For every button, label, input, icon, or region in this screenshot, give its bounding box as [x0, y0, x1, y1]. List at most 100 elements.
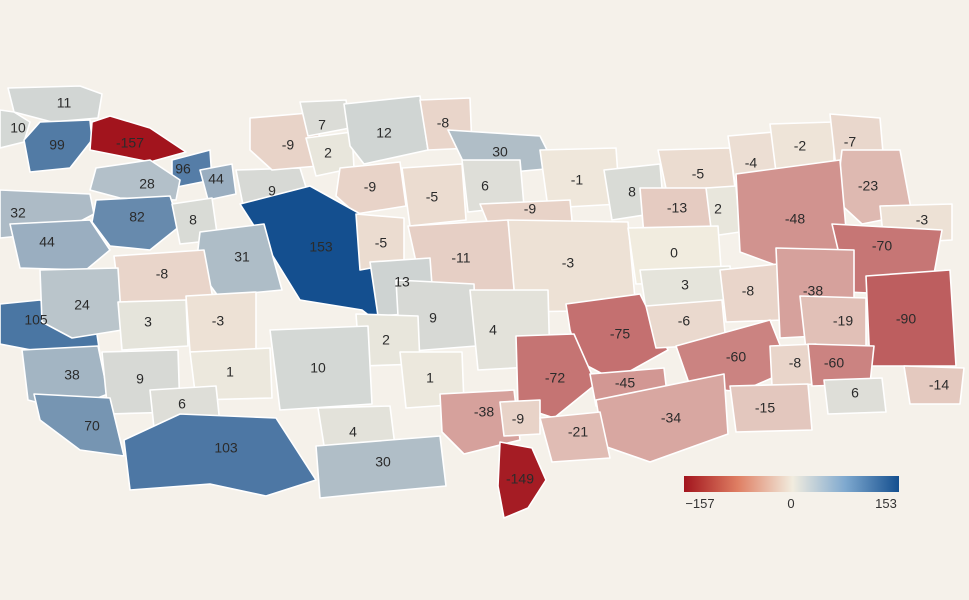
province-region: [515, 333, 597, 419]
province-region: [33, 393, 125, 457]
province-value-label: 4: [489, 322, 497, 338]
province-value-label: -8: [789, 355, 802, 371]
province-value-label: -3: [562, 255, 575, 271]
province-value-label: -5: [692, 166, 705, 182]
province-value-label: -38: [474, 404, 494, 420]
province-value-label: 1: [226, 364, 234, 380]
province-value-label: 82: [129, 209, 145, 225]
province-value-label: 6: [851, 385, 859, 401]
province-value-label: 6: [178, 396, 186, 412]
province-value-label: -2: [794, 138, 807, 154]
province-value-label: -9: [524, 201, 537, 217]
province-value-label: -8: [437, 115, 450, 131]
province-value-label: -21: [568, 424, 588, 440]
province-value-label: -19: [833, 313, 853, 329]
legend-color-bar: [684, 476, 899, 492]
province-value-label: -23: [858, 178, 878, 194]
province-value-label: 105: [24, 312, 48, 328]
province-value-label: 96: [175, 161, 191, 177]
province-value-label: -90: [896, 311, 916, 327]
province-value-label: -34: [661, 410, 681, 426]
province-value-label: -14: [929, 377, 949, 393]
province-value-label: 32: [10, 205, 26, 221]
province-value-label: -3: [212, 313, 225, 329]
province-value-label: -45: [615, 375, 635, 391]
province-value-label: 24: [74, 297, 90, 313]
province-value-label: -8: [742, 283, 755, 299]
province-value-label: 10: [310, 360, 326, 376]
province-region: [539, 411, 611, 463]
province-region: [123, 413, 317, 497]
province-value-label: 103: [214, 440, 238, 456]
province-value-label: 44: [39, 234, 55, 250]
color-legend: −157 0 153: [684, 476, 899, 511]
province-region: [117, 299, 189, 351]
province-value-label: 11: [57, 95, 72, 111]
province-value-label: -9: [282, 137, 295, 153]
province-region: [39, 267, 123, 339]
province-value-label: -48: [785, 211, 805, 227]
province-region: [343, 95, 429, 165]
legend-max-label: 153: [875, 496, 897, 511]
province-region: [9, 219, 111, 271]
province-region: [199, 163, 237, 201]
regions-layer: [0, 85, 965, 519]
province-value-label: -75: [610, 326, 630, 342]
province-value-label: -1: [571, 172, 584, 188]
province-value-label: 30: [492, 144, 508, 160]
province-region: [497, 441, 547, 519]
province-value-label: 153: [309, 239, 333, 255]
province-value-label: -3: [916, 212, 929, 228]
province-value-label: 10: [10, 120, 26, 136]
province-value-label: -7: [844, 134, 857, 150]
province-value-label: -5: [375, 235, 388, 251]
province-region: [89, 159, 181, 201]
province-region: [729, 383, 813, 433]
province-value-label: -13: [667, 200, 687, 216]
province-value-label: -9: [512, 411, 525, 427]
province-value-label: 3: [681, 277, 689, 293]
province-value-label: -72: [545, 370, 565, 386]
province-value-label: 0: [670, 245, 678, 261]
province-region: [823, 377, 887, 415]
province-value-label: -15: [755, 400, 775, 416]
province-value-label: 7: [318, 117, 326, 133]
province-value-label: 99: [49, 137, 65, 153]
province-value-label: -6: [678, 313, 691, 329]
province-region: [499, 399, 541, 437]
legend-min-label: −157: [685, 496, 714, 511]
province-value-label: 3: [144, 314, 152, 330]
province-value-label: 28: [139, 176, 155, 192]
province-value-label: 6: [481, 178, 489, 194]
province-value-label: -157: [116, 135, 144, 151]
province-value-label: 1: [426, 370, 434, 386]
province-region: [89, 115, 187, 163]
province-value-label: 8: [628, 184, 636, 200]
province-region: [315, 435, 447, 499]
province-value-label: 30: [375, 454, 391, 470]
province-region: [401, 163, 467, 227]
province-value-label: 2: [324, 145, 332, 161]
province-region: [269, 325, 373, 411]
province-value-label: -60: [726, 349, 746, 365]
province-region: [675, 319, 791, 393]
province-value-label: -38: [803, 283, 823, 299]
province-value-label: -11: [451, 250, 470, 266]
province-value-label: -4: [745, 155, 758, 171]
province-value-label: 4: [349, 424, 357, 440]
province-value-label: 13: [394, 274, 410, 290]
province-value-label: 31: [234, 249, 250, 265]
province-value-label: 44: [208, 171, 224, 187]
province-value-label: -60: [824, 355, 844, 371]
province-value-label: 38: [64, 367, 80, 383]
province-value-label: 2: [382, 332, 390, 348]
province-value-label: -149: [506, 471, 534, 487]
province-value-label: 12: [376, 125, 392, 141]
province-value-label: 70: [84, 418, 100, 434]
province-region: [903, 365, 965, 405]
province-value-label: -70: [872, 238, 892, 254]
province-region: [335, 161, 407, 215]
